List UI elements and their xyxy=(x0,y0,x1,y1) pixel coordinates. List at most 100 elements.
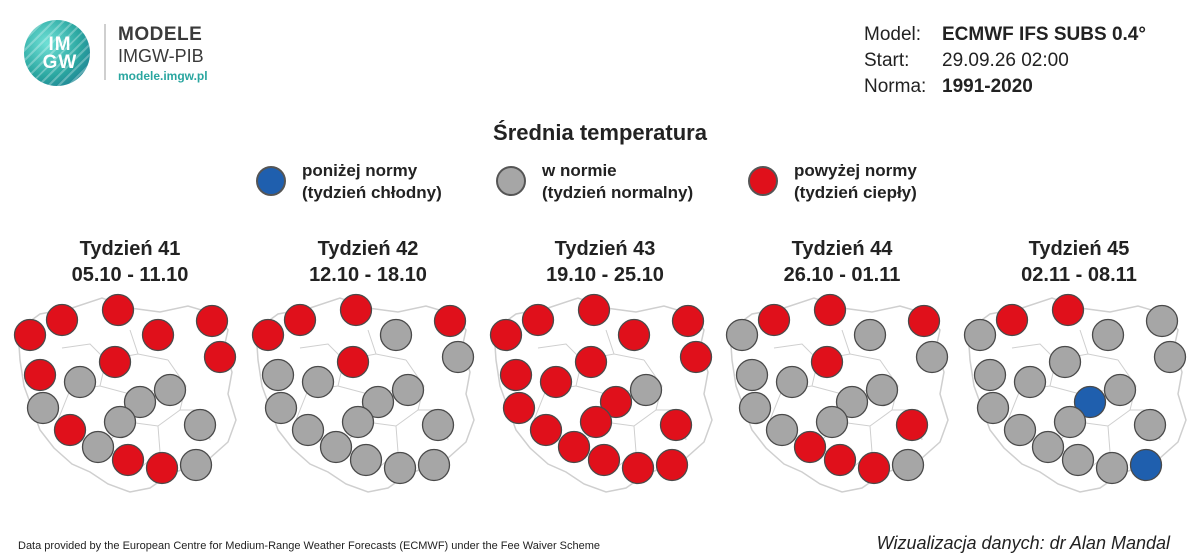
legend-text-below: poniżej normy (tydzień chłodny) xyxy=(302,160,442,204)
region-dot-normal xyxy=(963,318,997,352)
region-dot-normal xyxy=(103,405,137,439)
region-dot-normal xyxy=(183,408,217,442)
data-credit: Data provided by the European Centre for… xyxy=(18,540,601,552)
legend-text-above: powyżej normy (tydzień ciepły) xyxy=(794,160,917,204)
voivodeship-border xyxy=(605,329,615,355)
region-dot-above xyxy=(813,293,847,327)
region-dot-above xyxy=(53,413,87,447)
voivodeship-border xyxy=(537,343,583,387)
start-value: 29.09.26 02:00 xyxy=(942,50,1069,71)
week-41-heading: Tydzień 41 05.10 - 11.10 xyxy=(30,236,230,288)
region-dot-normal xyxy=(835,385,869,419)
norm-row: Norma: 1991-2020 xyxy=(864,74,1146,100)
legend-item-above: powyżej normy (tydzień ciepły) xyxy=(748,160,917,204)
region-dot-normal xyxy=(417,448,451,482)
region-dot-normal xyxy=(1103,373,1137,407)
region-dot-above xyxy=(557,430,591,464)
region-dot-normal xyxy=(1095,451,1129,485)
region-dot-normal xyxy=(853,318,887,352)
region-dot-above xyxy=(502,391,536,425)
region-dot-above xyxy=(621,451,655,485)
region-dot-normal xyxy=(891,448,925,482)
week-44-heading: Tydzień 44 26.10 - 01.11 xyxy=(742,236,942,288)
legend-dot-above xyxy=(748,166,778,196)
region-dot-above xyxy=(574,345,608,379)
logo-url[interactable]: modele.imgw.pl xyxy=(118,69,208,83)
region-dot-normal xyxy=(264,391,298,425)
region-dot-above xyxy=(857,451,891,485)
visualization-credit: Wizualizacja danych: dr Alan Mandal xyxy=(876,533,1170,553)
region-dot-normal xyxy=(26,391,60,425)
week-43-dates: 19.10 - 25.10 xyxy=(546,264,664,286)
model-info: Model: ECMWF IFS SUBS 0.4° Start: 29.09.… xyxy=(864,22,1146,100)
week-45-title: Tydzień 45 xyxy=(1028,238,1130,260)
voivodeship-border xyxy=(1011,343,1057,387)
region-dot-normal xyxy=(81,430,115,464)
region-dot-above xyxy=(111,443,145,477)
imgw-logo-badge: IM GW xyxy=(24,20,90,86)
region-dot-above xyxy=(577,293,611,327)
region-dot-normal xyxy=(421,408,455,442)
region-dot-above xyxy=(1051,293,1085,327)
region-dot-above xyxy=(793,430,827,464)
week-44-title: Tydzień 44 xyxy=(791,238,893,260)
region-dot-above xyxy=(45,303,79,337)
region-dot-above xyxy=(659,408,693,442)
region-dot-above xyxy=(895,408,929,442)
region-dot-above xyxy=(98,345,132,379)
legend-normal-line1: w normie xyxy=(542,161,617,180)
region-dot-above xyxy=(679,340,713,374)
region-dot-normal xyxy=(1048,345,1082,379)
region-dot-above xyxy=(251,318,285,352)
region-dot-above xyxy=(655,448,689,482)
region-dot-normal xyxy=(775,365,809,399)
week-44-map xyxy=(722,290,962,530)
logo-divider xyxy=(104,24,106,80)
region-dot-normal xyxy=(1031,430,1065,464)
week-43-map xyxy=(486,290,726,530)
logo-badge-line2: GW xyxy=(42,52,78,73)
week-45-dates: 02.11 - 08.11 xyxy=(1021,264,1137,286)
region-dot-above xyxy=(995,303,1029,337)
voivodeship-border xyxy=(299,343,345,387)
region-dot-normal xyxy=(341,405,375,439)
model-value: ECMWF IFS SUBS 0.4° xyxy=(942,24,1146,45)
region-dot-normal xyxy=(765,413,799,447)
region-dot-normal xyxy=(738,391,772,425)
region-dot-above xyxy=(499,358,533,392)
poland-map xyxy=(251,293,475,493)
region-dot-above xyxy=(23,358,57,392)
logo-name: MODELE xyxy=(118,24,203,45)
region-dot-normal xyxy=(725,318,759,352)
norm-value: 1991-2020 xyxy=(942,76,1033,97)
legend-dot-below xyxy=(256,166,286,196)
region-dot-normal xyxy=(63,365,97,399)
norm-label: Norma: xyxy=(864,76,927,97)
region-dot-above xyxy=(141,318,175,352)
model-label: Model: xyxy=(864,24,922,45)
week-44-dates: 26.10 - 01.11 xyxy=(783,264,901,286)
region-dot-below xyxy=(1073,385,1107,419)
week-41-title: Tydzień 41 xyxy=(79,238,181,260)
region-dot-above xyxy=(489,318,523,352)
region-dot-above xyxy=(101,293,135,327)
week-45-heading: Tydzień 45 02.11 - 08.11 xyxy=(979,236,1179,288)
region-dot-normal xyxy=(1133,408,1167,442)
region-dot-above xyxy=(757,303,791,337)
region-dot-above xyxy=(539,365,573,399)
region-dot-above xyxy=(145,451,179,485)
poland-map xyxy=(963,293,1187,493)
region-dot-normal xyxy=(379,318,413,352)
week-43-heading: Tydzień 43 19.10 - 25.10 xyxy=(505,236,705,288)
week-42-map xyxy=(248,290,488,530)
region-dot-normal xyxy=(391,373,425,407)
week-43-title: Tydzień 43 xyxy=(554,238,656,260)
legend-item-below: poniżej normy (tydzień chłodny) xyxy=(256,160,442,204)
region-dot-normal xyxy=(629,373,663,407)
week-41-map xyxy=(10,290,250,530)
week-42-heading: Tydzień 42 12.10 - 18.10 xyxy=(268,236,468,288)
region-dot-above xyxy=(195,304,229,338)
page-title: Średnia temperatura xyxy=(493,120,707,145)
region-dot-above xyxy=(433,304,467,338)
legend-below-line1: poniżej normy xyxy=(302,161,418,180)
